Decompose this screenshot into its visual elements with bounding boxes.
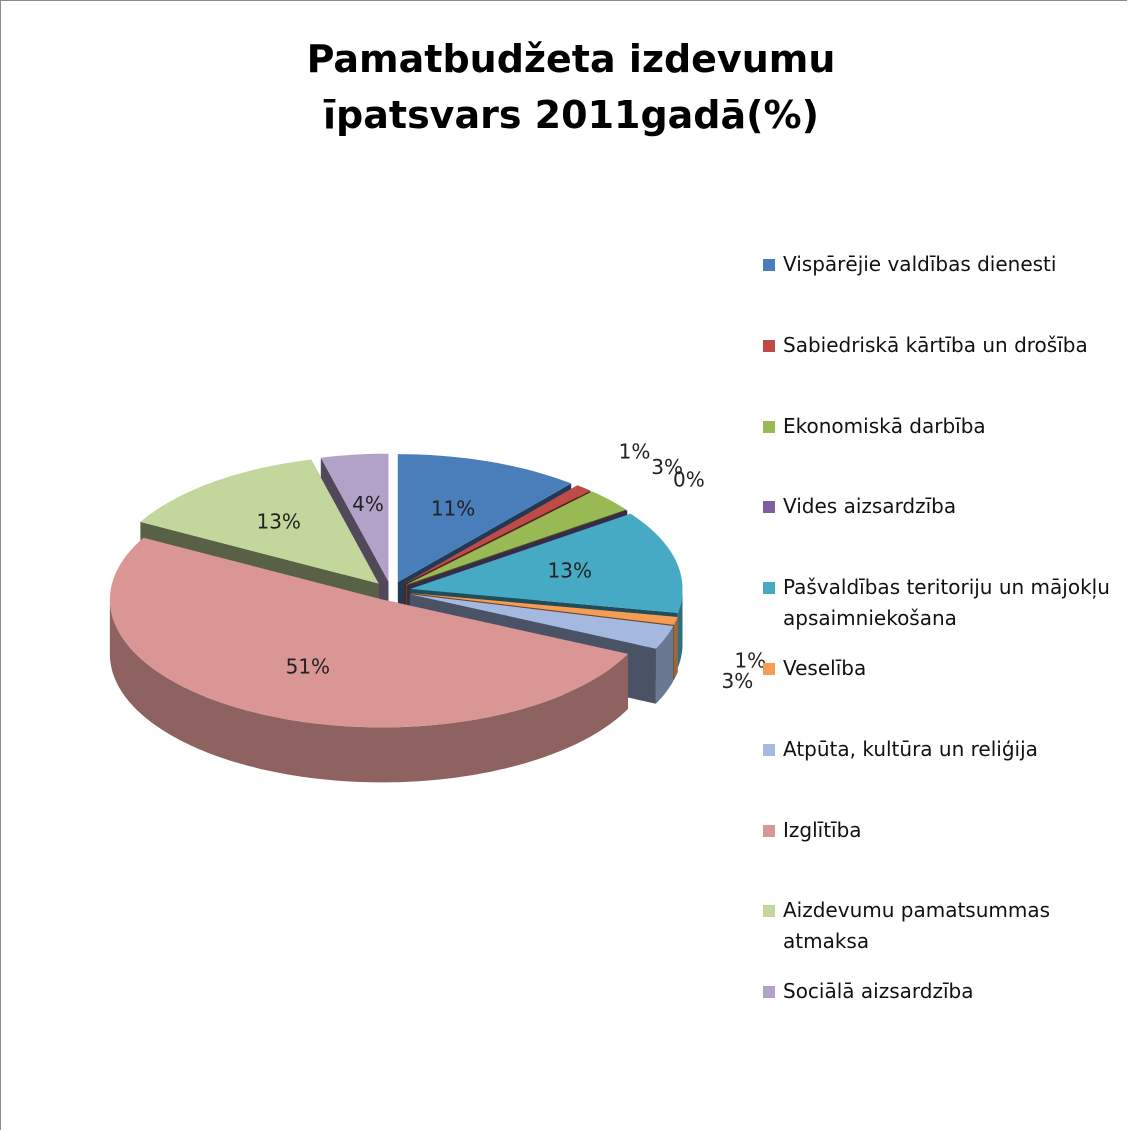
slice [397, 454, 572, 583]
data-label: 1% [734, 648, 766, 672]
legend-entry: Veselība [763, 653, 1113, 684]
legend-label: Vides aizsardzība [783, 494, 957, 519]
legend-label: Izglītība [783, 817, 862, 842]
legend-entry: Sociālā aizsardzība [763, 976, 1113, 1007]
legend-entry: Vides aizsardzība [763, 491, 1113, 522]
slice [409, 594, 674, 649]
legend-swatch [763, 582, 775, 595]
legend-label: Pašvaldības teritoriju un mājokļu apsaim… [783, 575, 1110, 631]
legend-entry: Sabiedriskā kārtība un drošība [763, 330, 1113, 361]
data-label: 13% [548, 559, 592, 583]
slice-wall [655, 626, 674, 704]
legend-swatch [763, 743, 775, 756]
data-label: 0% [673, 468, 705, 492]
legend-label: Ekonomiskā darbība [783, 413, 986, 438]
legend-label: Sabiedriskā kārtība un drošība [783, 332, 1088, 357]
legend-label: Aizdevumu pamatsummas atmaksa [783, 898, 1051, 954]
data-label: 13% [256, 509, 300, 533]
slice [320, 453, 389, 582]
legend-entry: Atpūta, kultūra un reliģija [763, 734, 1113, 765]
legend-swatch [763, 259, 775, 271]
legend-label: Sociālā aizsardzība [783, 979, 974, 1004]
slice [404, 485, 591, 584]
slice [109, 537, 628, 728]
data-label: 1% [619, 440, 651, 464]
legend-entry: Ekonomiskā darbība [763, 411, 1113, 442]
legend-swatch [763, 986, 775, 999]
legend-entry: Izglītība [763, 815, 1113, 846]
legend-swatch [763, 501, 775, 514]
slice [410, 593, 678, 625]
slice [410, 513, 683, 613]
legend-swatch [763, 824, 775, 837]
slice [406, 491, 627, 585]
legend-entry: Vispārējie valdības dienesti [763, 249, 1113, 280]
legend-swatch [763, 339, 775, 352]
legend-swatch [763, 905, 775, 918]
legend-swatch [763, 420, 775, 433]
data-label: 4% [352, 492, 384, 516]
data-label: 51% [286, 654, 330, 678]
slice-wall [677, 588, 683, 668]
chart-title: Pamatbudžeta izdevumu īpatsvars 2011gadā… [306, 37, 836, 137]
data-label: 3% [651, 455, 683, 479]
legend-swatch [763, 663, 775, 675]
data-label: 3% [722, 669, 754, 693]
legend-entry: Aizdevumu pamatsummas atmaksa [763, 895, 1113, 957]
legend-label: Veselība [783, 656, 867, 680]
legend-label: Vispārējie valdības dienesti [783, 252, 1057, 276]
slice [140, 459, 379, 584]
slice-wall [109, 599, 628, 783]
slice-wall [674, 617, 678, 680]
data-label: 11% [431, 496, 475, 520]
legend-entry: Pašvaldības teritoriju un mājokļu apsaim… [763, 572, 1113, 634]
legend-label: Atpūta, kultūra un reliģija [783, 736, 1038, 761]
